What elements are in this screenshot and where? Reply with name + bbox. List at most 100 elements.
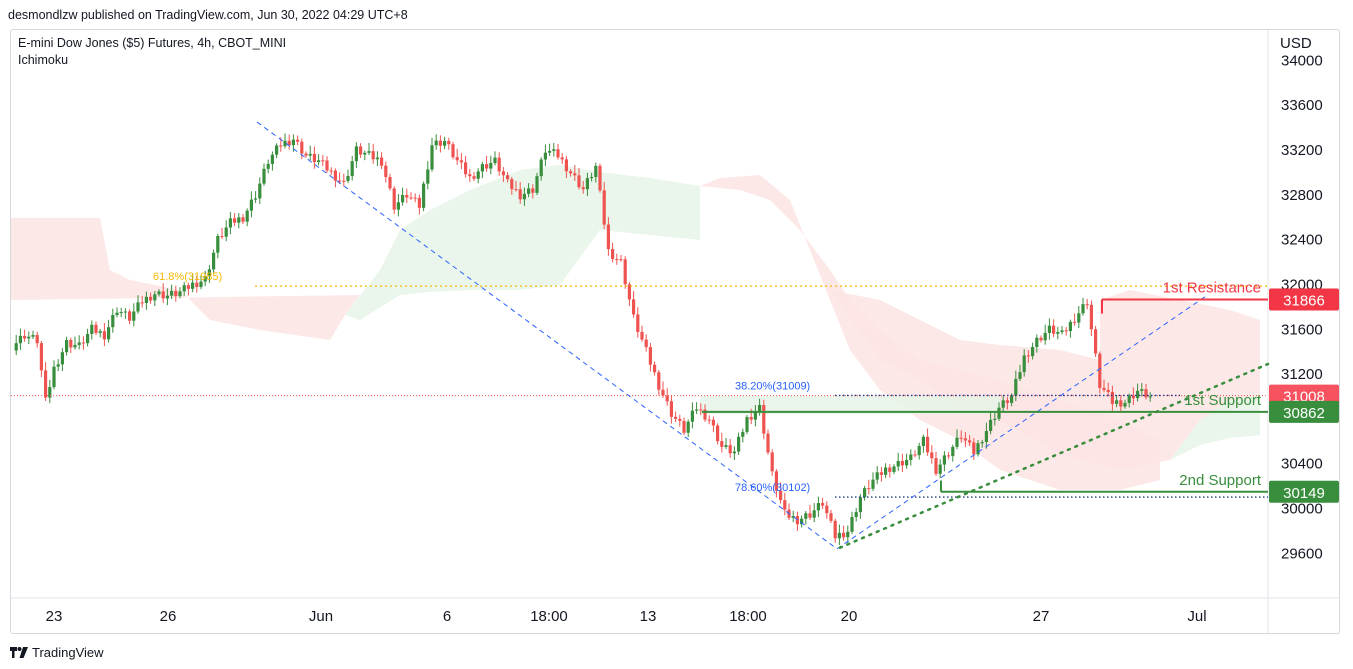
candle-body — [52, 366, 56, 388]
candle-body — [144, 296, 148, 304]
candle-body — [485, 164, 489, 169]
indicator-legend[interactable]: Ichimoku — [18, 53, 69, 67]
annotation-1st-support: 1st Support — [1184, 392, 1262, 409]
candle-body — [909, 454, 913, 460]
candle-body — [1056, 332, 1060, 334]
candle-body — [917, 445, 921, 456]
candle-body — [749, 417, 753, 420]
candle-body — [1031, 346, 1035, 357]
candle-body — [405, 194, 409, 198]
price-label-text: 30862 — [1283, 405, 1325, 422]
price-label-text: 30149 — [1283, 485, 1325, 502]
candle-body — [669, 401, 673, 417]
candle-body — [716, 425, 720, 442]
candle-body — [905, 459, 909, 466]
candle-body — [401, 194, 405, 203]
up-trend-line — [836, 296, 1206, 550]
footer-brand[interactable]: TradingView — [10, 645, 104, 660]
candle-body — [1005, 400, 1009, 403]
candle-body — [489, 163, 493, 169]
candle-body — [674, 416, 678, 419]
candle-body — [317, 160, 321, 163]
candle-body — [879, 472, 883, 475]
currency-label: USD — [1280, 35, 1312, 52]
candle-body — [464, 162, 468, 175]
candle-body — [703, 409, 707, 420]
candle-body — [417, 197, 421, 208]
ichimoku-cloud-4 — [700, 396, 1000, 414]
candle-body — [388, 177, 392, 189]
x-tick-label: 18:00 — [530, 608, 568, 625]
candle-body — [1094, 329, 1098, 354]
candle-body — [623, 259, 627, 285]
x-tick-label: 13 — [640, 608, 657, 625]
candle-body — [959, 437, 963, 439]
symbol-legend[interactable]: E-mini Dow Jones ($5) Futures, 4h, CBOT_… — [18, 36, 287, 50]
candle-body — [728, 445, 732, 454]
annotation-2nd-support: 2nd Support — [1179, 472, 1262, 489]
candle-body — [766, 433, 770, 453]
candle-body — [384, 165, 388, 178]
candle-body — [598, 165, 602, 191]
candle-body — [111, 314, 115, 328]
candle-body — [884, 467, 888, 475]
candle-body — [174, 290, 178, 297]
candle-body — [102, 331, 106, 340]
candle-body — [522, 193, 526, 200]
chart-frame — [10, 29, 1340, 634]
candle-body — [430, 145, 434, 170]
candle-body — [678, 418, 682, 421]
candle-body — [581, 187, 585, 190]
candle-body — [363, 152, 367, 155]
candle-body — [732, 451, 736, 454]
candle-body — [535, 176, 539, 193]
candle-body — [951, 446, 955, 457]
candle-body — [60, 352, 64, 365]
candle-body — [212, 252, 216, 270]
price-label-30862 — [1269, 400, 1339, 423]
x-tick-label: 23 — [46, 608, 63, 625]
candle-body — [81, 342, 85, 344]
x-tick-label: 6 — [443, 608, 451, 625]
candle-body — [947, 455, 951, 457]
candle-body — [493, 157, 497, 164]
candle-body — [737, 436, 741, 452]
candle-body — [1140, 389, 1144, 391]
candle-body — [514, 189, 518, 191]
candle-body — [98, 331, 102, 333]
candle-body — [283, 140, 287, 147]
candle-body — [560, 157, 564, 160]
candle-body — [375, 157, 379, 160]
candle-body — [686, 421, 690, 433]
candle-body — [86, 333, 90, 344]
candle-body — [963, 438, 967, 441]
candle-body — [1018, 372, 1022, 379]
candle-body — [506, 175, 510, 180]
candle-body — [825, 505, 829, 514]
candle-body — [149, 296, 153, 301]
candle-body — [1052, 325, 1056, 334]
candle-body — [426, 169, 430, 184]
candle-body — [380, 157, 384, 166]
candle-body — [632, 299, 636, 315]
candle-body — [359, 146, 363, 155]
ichimoku-cloud-0 — [11, 218, 360, 340]
candle-body — [153, 294, 157, 301]
price-label-text: 31866 — [1283, 292, 1325, 309]
candle-body — [237, 217, 241, 223]
candle-body — [1035, 337, 1039, 347]
candle-body — [224, 227, 228, 237]
candle-body — [1131, 395, 1135, 399]
tradingview-logo-icon — [10, 647, 28, 658]
y-tick-label: 29600 — [1281, 545, 1323, 562]
candle-body — [1014, 378, 1018, 396]
candle-body — [653, 364, 657, 373]
candle-body — [989, 419, 993, 431]
ichimoku-cloud-1 — [345, 165, 700, 320]
candle-body — [543, 152, 547, 160]
candle-body — [699, 409, 703, 411]
candle-body — [779, 490, 783, 501]
x-tick-label: 27 — [1033, 608, 1050, 625]
candle-body — [1010, 395, 1014, 403]
